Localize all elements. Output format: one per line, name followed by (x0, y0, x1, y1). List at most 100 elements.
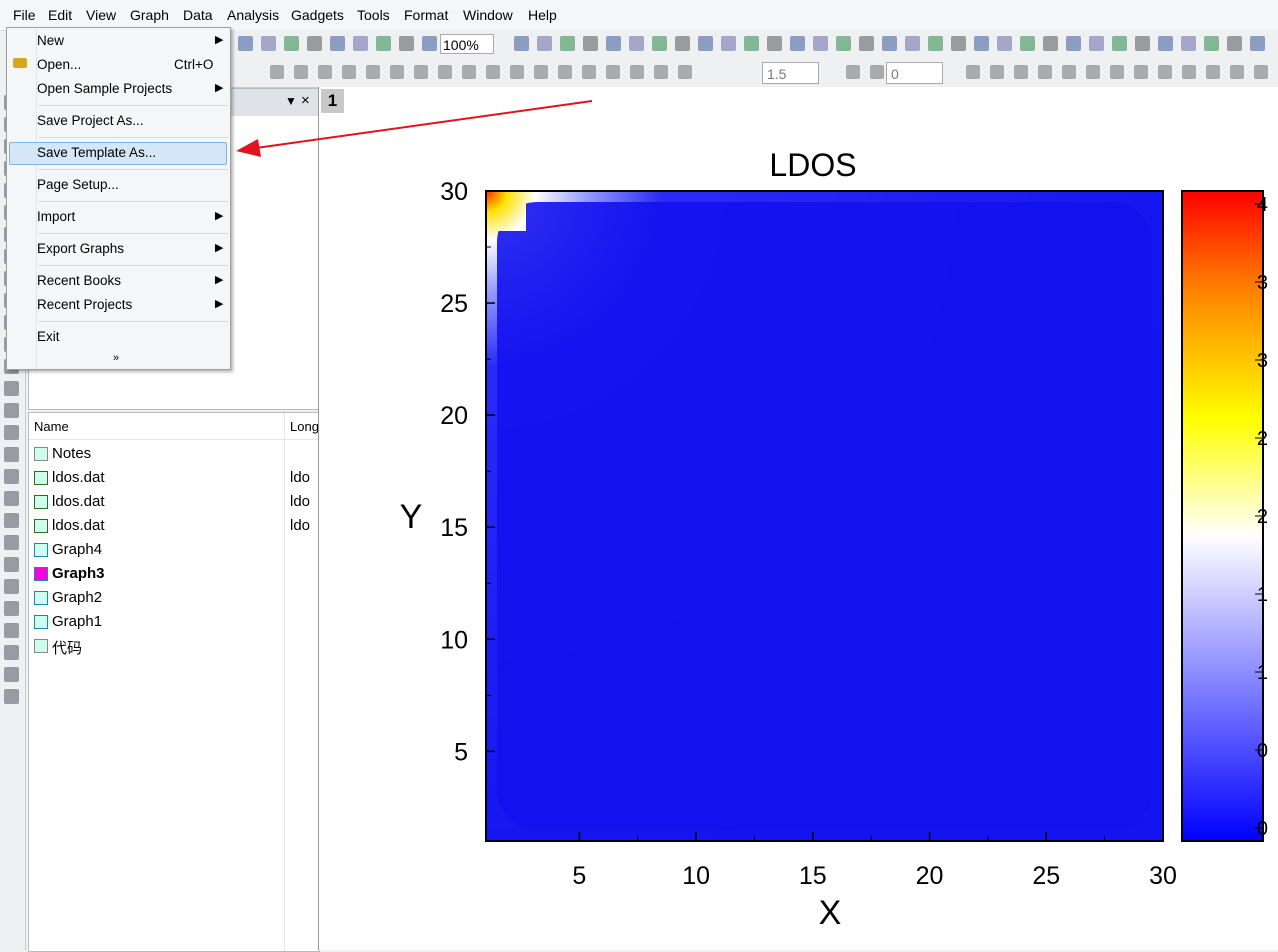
column-header[interactable]: Long (290, 419, 318, 434)
toolbar-icon[interactable] (744, 36, 759, 51)
toolbar-icon[interactable] (261, 36, 276, 51)
pattern-combo[interactable]: 0 (886, 62, 943, 84)
toolbar-icon[interactable] (1181, 36, 1196, 51)
toolbar-icon[interactable] (1158, 36, 1173, 51)
toolbar-icon[interactable] (1038, 65, 1052, 79)
toolbar-icon[interactable] (4, 535, 19, 550)
zoom-combo[interactable]: 100% (440, 34, 494, 54)
expand-chevron[interactable]: » (113, 352, 120, 364)
toolbar-icon[interactable] (534, 65, 548, 79)
toolbar-icon[interactable] (1089, 36, 1104, 51)
toolbar-icon[interactable] (4, 557, 19, 572)
toolbar-icon[interactable] (376, 36, 391, 51)
toolbar-icon[interactable] (1230, 65, 1244, 79)
toolbar-icon[interactable] (1134, 65, 1148, 79)
item-name[interactable]: 代码 (52, 640, 83, 657)
toolbar-icon[interactable] (4, 403, 19, 418)
line-width-combo[interactable]: 1.5 (762, 62, 819, 84)
toolbar-icon[interactable] (951, 36, 966, 51)
toolbar-icon[interactable] (1112, 36, 1127, 51)
toolbar-icon[interactable] (238, 36, 253, 51)
toolbar-icon[interactable] (318, 65, 332, 79)
toolbar-icon[interactable] (4, 447, 19, 462)
toolbar-icon[interactable] (1158, 65, 1172, 79)
menu-entry[interactable]: Exit (37, 329, 60, 344)
toolbar-icon[interactable] (678, 65, 692, 79)
toolbar-icon[interactable] (1043, 36, 1058, 51)
toolbar-icon[interactable] (1135, 36, 1150, 51)
menu-item[interactable]: View (86, 7, 117, 23)
toolbar-icon[interactable] (1250, 36, 1265, 51)
toolbar-icon[interactable] (652, 36, 667, 51)
toolbar-icon[interactable] (422, 36, 437, 51)
toolbar-icon[interactable] (294, 65, 308, 79)
toolbar-icon[interactable] (353, 36, 368, 51)
menu-item[interactable]: Gadgets (291, 7, 344, 23)
toolbar-icon[interactable] (4, 689, 19, 704)
toolbar-icon[interactable] (1020, 36, 1035, 51)
toolbar-icon[interactable] (1206, 65, 1220, 79)
toolbar-icon[interactable] (928, 36, 943, 51)
toolbar-icon[interactable] (1182, 65, 1196, 79)
toolbar-icon[interactable] (1227, 36, 1242, 51)
menu-entry[interactable]: Open... (37, 57, 82, 72)
menu-item[interactable]: Help (528, 7, 557, 23)
toolbar-icon[interactable] (582, 65, 596, 79)
toolbar-icon[interactable] (4, 491, 19, 506)
menu-entry[interactable]: Import (37, 209, 76, 224)
toolbar-icon[interactable] (560, 36, 575, 51)
column-header[interactable]: Name (34, 419, 69, 434)
menu-entry[interactable]: Recent Books (37, 273, 122, 288)
toolbar-icon[interactable] (4, 469, 19, 484)
menu-entry[interactable]: Page Setup... (37, 177, 119, 192)
toolbar-icon[interactable] (1062, 65, 1076, 79)
menu-entry[interactable]: Open Sample Projects (37, 81, 173, 96)
menu-item[interactable]: Format (404, 7, 449, 23)
toolbar-icon[interactable] (606, 36, 621, 51)
toolbar-icon[interactable] (1110, 65, 1124, 79)
menu-entry[interactable]: New (37, 33, 65, 48)
toolbar-icon[interactable] (270, 65, 284, 79)
menu-item[interactable]: Graph (130, 7, 169, 23)
menu-entry[interactable]: Save Template As... (37, 145, 157, 160)
menu-entry[interactable]: Save Project As... (37, 113, 144, 128)
item-name[interactable]: Graph4 (52, 541, 103, 558)
toolbar-icon[interactable] (1204, 36, 1219, 51)
toolbar-icon[interactable] (629, 36, 644, 51)
toolbar-icon[interactable] (558, 65, 572, 79)
toolbar-icon[interactable] (1254, 65, 1268, 79)
toolbar-icon[interactable] (510, 65, 524, 79)
toolbar-icon[interactable] (870, 65, 884, 79)
toolbar-icon[interactable] (836, 36, 851, 51)
toolbar-icon[interactable] (390, 65, 404, 79)
toolbar-icon[interactable] (606, 65, 620, 79)
toolbar-icon[interactable] (790, 36, 805, 51)
toolbar-icon[interactable] (4, 667, 19, 682)
toolbar-icon[interactable] (4, 425, 19, 440)
toolbar-icon[interactable] (654, 65, 668, 79)
toolbar-icon[interactable] (813, 36, 828, 51)
toolbar-icon[interactable] (675, 36, 690, 51)
toolbar-icon[interactable] (882, 36, 897, 51)
toolbar-icon[interactable] (966, 65, 980, 79)
toolbar-icon[interactable] (4, 601, 19, 616)
toolbar-icon[interactable] (4, 623, 19, 638)
toolbar-icon[interactable] (330, 36, 345, 51)
toolbar-icon[interactable] (1014, 65, 1028, 79)
toolbar-icon[interactable] (721, 36, 736, 51)
menu-item[interactable]: Analysis (227, 7, 280, 23)
item-name[interactable]: Graph2 (52, 589, 103, 606)
toolbar-icon[interactable] (630, 65, 644, 79)
toolbar-icon[interactable] (583, 36, 598, 51)
toolbar-icon[interactable] (4, 381, 19, 396)
menu-item[interactable]: File (13, 7, 36, 23)
toolbar-icon[interactable] (438, 65, 452, 79)
toolbar-icon[interactable] (307, 36, 322, 51)
item-name[interactable]: ldos.dat (52, 469, 105, 486)
menu-item[interactable]: Window (463, 7, 513, 23)
toolbar-icon[interactable] (859, 36, 874, 51)
item-name[interactable]: Graph1 (52, 613, 103, 630)
page-tab[interactable]: 1 (321, 89, 344, 113)
item-name[interactable]: ldos.dat (52, 493, 105, 510)
toolbar-icon[interactable] (997, 36, 1012, 51)
